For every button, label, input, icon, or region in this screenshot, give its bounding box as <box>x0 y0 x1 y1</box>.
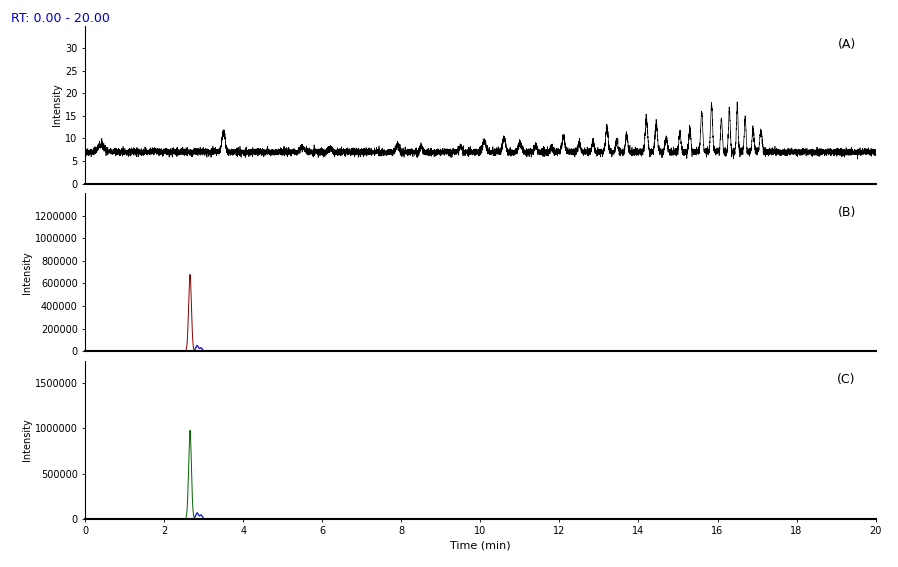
X-axis label: Time (min): Time (min) <box>450 540 511 551</box>
Y-axis label: Intensity: Intensity <box>52 83 62 126</box>
Text: (A): (A) <box>838 38 856 51</box>
Text: (C): (C) <box>837 373 856 386</box>
Text: (B): (B) <box>838 206 856 219</box>
Text: RT: 0.00 - 20.00: RT: 0.00 - 20.00 <box>11 12 110 26</box>
Y-axis label: Intensity: Intensity <box>22 251 32 294</box>
Y-axis label: Intensity: Intensity <box>22 418 32 461</box>
